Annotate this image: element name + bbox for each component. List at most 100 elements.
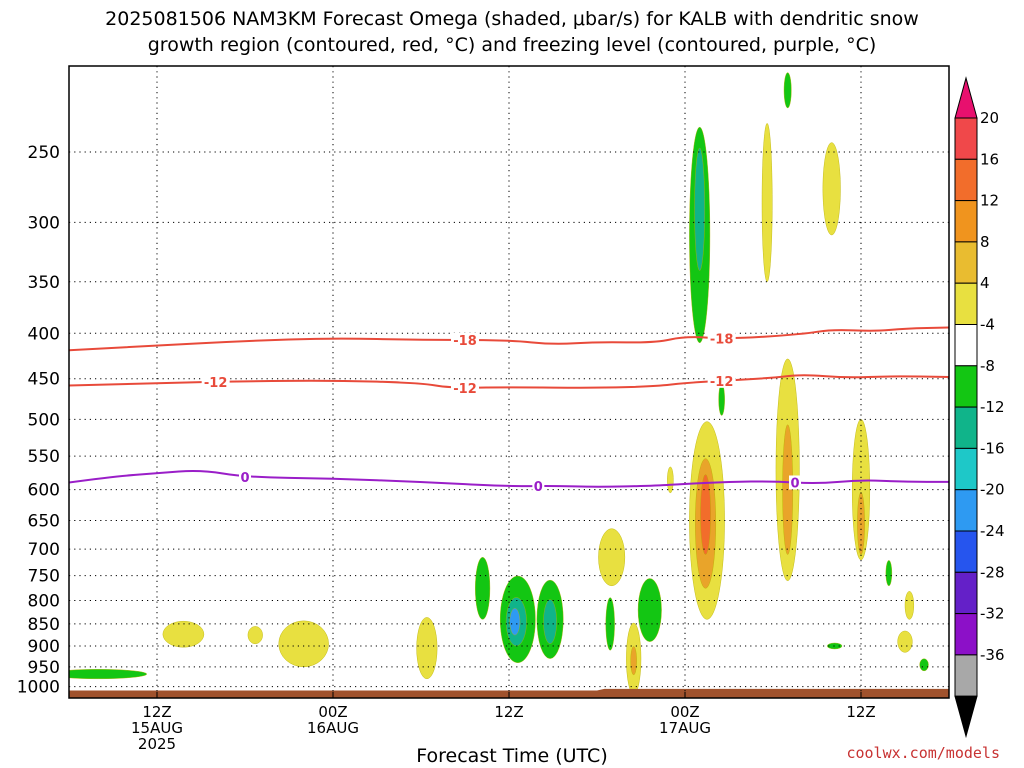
chart-title-line2: growth region (contoured, red, °C) and f… <box>147 34 877 56</box>
y-tick-label: 450 <box>28 370 60 390</box>
omega-region-29 <box>857 492 865 555</box>
x-tick-label: 00Z <box>318 703 347 721</box>
colorbar-bin <box>954 447 978 491</box>
colorbar-label: 8 <box>980 233 990 251</box>
omega-region-33 <box>919 658 929 672</box>
omega-region-0 <box>69 669 147 680</box>
colorbar-bin <box>954 530 978 573</box>
omega-region-13 <box>630 646 637 676</box>
colorbar-label: -8 <box>980 357 995 375</box>
y-tick-label: 800 <box>28 592 60 612</box>
y-tick-label: 650 <box>28 511 60 531</box>
omega-region-23 <box>761 123 773 282</box>
colorbar-label: -28 <box>980 563 1005 581</box>
contour-label-bg <box>789 475 801 490</box>
colorbar-label: 20 <box>980 109 999 127</box>
y-tick-label: 1000 <box>17 678 60 698</box>
colorbar-label: 4 <box>980 274 990 292</box>
y-tick-label: 500 <box>28 410 60 430</box>
colorbar-label: -32 <box>980 605 1005 623</box>
y-tick-label: 550 <box>28 447 60 467</box>
contour-label: -18 <box>453 334 477 349</box>
omega-region-1 <box>162 621 205 648</box>
colorbar-bin <box>954 282 978 326</box>
contour-label: -12 <box>204 376 228 391</box>
y-tick-label: 350 <box>28 273 60 293</box>
contour-line-2 <box>69 470 949 488</box>
site-credit: coolwx.com/models <box>846 744 1000 762</box>
colorbar-label: -20 <box>980 481 1005 499</box>
omega-region-5 <box>475 557 491 620</box>
contour-label-bg <box>201 374 230 389</box>
contour-label: 0 <box>240 471 249 486</box>
colorbar-label: -4 <box>980 316 995 334</box>
temperature-contours: -18 -18 -12 -12 -12 0 0 0 <box>69 326 949 495</box>
y-tick-label: 900 <box>28 637 60 657</box>
colorbar-label: 12 <box>980 192 999 210</box>
contour-label: 0 <box>790 476 799 491</box>
colorbar-bin <box>954 406 978 449</box>
y-tick-label: 750 <box>28 567 60 587</box>
colorbar-bin <box>954 613 978 656</box>
y-axis-pressure-labels: 2503003504004505005506006507007508008509… <box>17 143 60 698</box>
colorbar-top-arrow <box>954 76 978 119</box>
chart-title-line1: 2025081506 NAM3KM Forecast Omega (shaded… <box>105 8 919 30</box>
colorbar-bin <box>954 324 978 367</box>
omega-region-15 <box>637 578 662 642</box>
y-tick-label: 250 <box>28 143 60 163</box>
omega-region-3 <box>278 620 329 668</box>
contour-label-bg <box>707 331 736 346</box>
y-tick-label: 300 <box>28 213 60 233</box>
omega-region-22 <box>667 466 674 494</box>
omega-region-17 <box>694 147 705 271</box>
omega-region-11 <box>598 528 626 587</box>
contour-label-bg <box>451 380 479 395</box>
contour-label: 0 <box>534 480 543 495</box>
x-tick-label: 00Z <box>670 703 699 721</box>
colorbar-bin <box>954 489 978 532</box>
x-axis-title: Forecast Time (UTC) <box>416 745 608 767</box>
colorbar-label: -36 <box>980 646 1005 664</box>
colorbar-bin <box>954 241 978 284</box>
omega-region-26 <box>783 72 792 109</box>
y-tick-label: 400 <box>28 324 60 344</box>
omega-region-32 <box>897 630 913 653</box>
colorbar-label: -12 <box>980 398 1005 416</box>
omega-region-27 <box>822 142 841 236</box>
colorbar-label: -16 <box>980 439 1005 457</box>
y-tick-label: 700 <box>28 540 60 560</box>
colorbar-label: -24 <box>980 522 1005 540</box>
x-tick-label: 16AUG <box>307 719 359 737</box>
colorbar-bin <box>954 158 978 202</box>
contour-line-1 <box>69 374 949 389</box>
contour-label: -12 <box>710 375 734 390</box>
contour-line-0 <box>69 326 949 352</box>
x-tick-label: 12Z <box>142 703 171 721</box>
x-tick-label: 17AUG <box>659 719 711 737</box>
contour-label: -12 <box>453 382 477 397</box>
omega-region-30 <box>885 560 893 587</box>
colorbar-bin <box>954 571 978 615</box>
colorbar-bin <box>954 654 978 697</box>
contour-label-bg <box>532 478 545 493</box>
y-tick-label: 950 <box>28 658 60 678</box>
contour-label: -18 <box>710 333 734 348</box>
omega-region-31 <box>904 591 915 620</box>
colorbar-bin <box>954 117 978 160</box>
omega-region-21 <box>700 474 711 555</box>
y-tick-label: 850 <box>28 615 60 635</box>
contour-label-bg <box>707 373 736 388</box>
y-tick-label: 600 <box>28 481 60 501</box>
omega-region-2 <box>247 626 263 645</box>
colorbar: 20 16 12 8 4 -4 -8 -12 -16 -20 -24 -28 -32 -36 <box>954 76 1005 739</box>
omega-region-4 <box>416 617 438 680</box>
x-tick-label: 15AUG <box>131 719 183 737</box>
x-tick-label: 2025 <box>138 735 176 753</box>
x-tick-label: 12Z <box>846 703 875 721</box>
contour-label-bg <box>451 332 479 347</box>
colorbar-bin <box>954 200 978 243</box>
colorbar-bin <box>954 365 978 408</box>
colorbar-label: 16 <box>980 150 999 168</box>
